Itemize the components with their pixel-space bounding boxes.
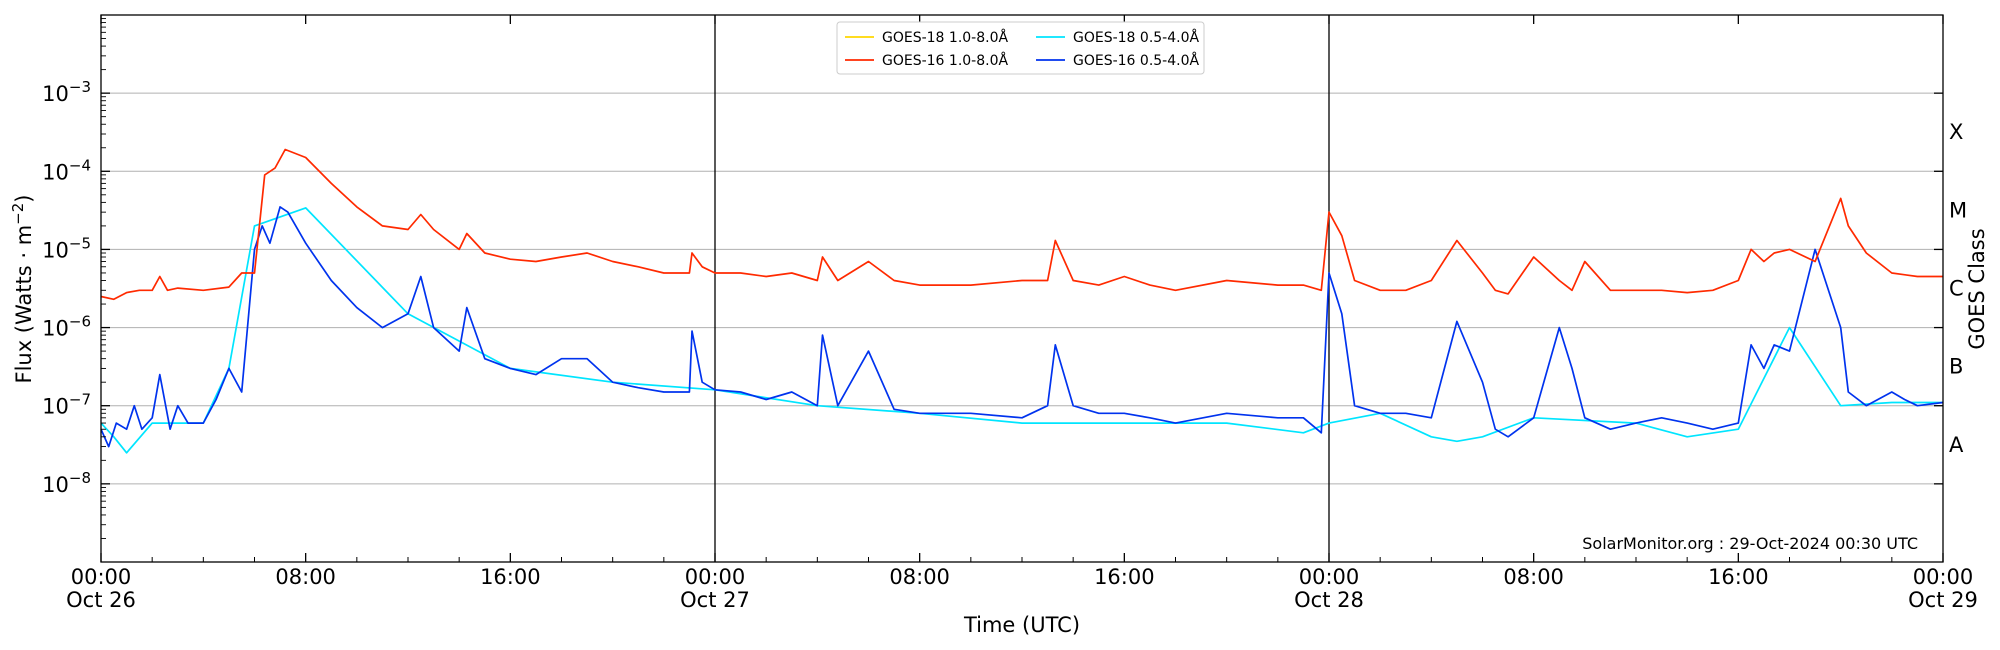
right-axis-title: GOES Class	[1965, 228, 1989, 349]
x-axis-title: Time (UTC)	[963, 613, 1080, 637]
goes-class-label: X	[1949, 120, 1963, 144]
y-tick-label: 10−8	[42, 469, 91, 497]
y-tick-label: 10−6	[42, 313, 91, 341]
legend-label: GOES-16 1.0-8.0Å	[882, 52, 1008, 69]
x-tick-label: 00:00	[71, 565, 132, 589]
plot-frame	[100, 14, 1944, 563]
x-tick-label: 08:00	[1503, 565, 1564, 589]
goes-class-label: M	[1949, 198, 1967, 222]
x-tick-label: 00:00	[685, 565, 746, 589]
credit-text: SolarMonitor.org : 29-Oct-2024 00:30 UTC	[1582, 534, 1918, 553]
goes-class-label: A	[1949, 433, 1964, 457]
y-axis-title-close: )	[12, 194, 36, 202]
goes-class-label: C	[1949, 277, 1964, 301]
legend-box	[836, 21, 1205, 75]
x-tick-label: 08:00	[889, 565, 950, 589]
series-lines	[100, 148, 1944, 454]
y-tick-label: 10−3	[42, 78, 91, 106]
day-boundary-lines	[714, 15, 1330, 562]
y-tick-label: 10−4	[42, 156, 91, 184]
x-tick-date-label: Oct 29	[1908, 588, 1978, 612]
x-tick-label: 16:00	[480, 565, 541, 589]
y-tick-label: 10−5	[42, 234, 91, 262]
legend-label: GOES-16 0.5-4.0Å	[1073, 52, 1199, 69]
y-axis-title-main: Flux (Watts · m	[12, 225, 36, 384]
x-tick-label: 16:00	[1708, 565, 1769, 589]
legend-label: GOES-18 0.5-4.0Å	[1073, 29, 1199, 46]
legend: GOES-18 1.0-8.0Å GOES-18 0.5-4.0Å GOES-16 …	[836, 21, 1205, 75]
y-tick-label: 10−7	[42, 391, 91, 419]
legend-label: GOES-18 1.0-8.0Å	[882, 29, 1008, 46]
x-tick-label: 08:00	[275, 565, 336, 589]
grid-lines	[101, 92, 1943, 485]
series-line	[100, 206, 1944, 448]
x-tick-label: 00:00	[1913, 565, 1974, 589]
goes-class-label: B	[1949, 355, 1963, 379]
y-axis-title-superscript: −2	[9, 203, 27, 225]
goes-class-labels: A B C M X	[1949, 120, 1967, 457]
x-tick-date-label: Oct 26	[66, 588, 136, 612]
x-tick-label: 16:00	[1094, 565, 1155, 589]
x-tick-label: 00:00	[1299, 565, 1360, 589]
series-line	[100, 148, 1943, 301]
x-tick-date-label: Oct 28	[1294, 588, 1364, 612]
y-axis-ticks: 10−8 10−7 10−6 10−5 10−4 10−3	[42, 18, 1943, 539]
series-line	[100, 207, 1943, 454]
x-tick-date-label: Oct 27	[680, 588, 750, 612]
y-axis-title: Flux (Watts · m−2)	[9, 194, 36, 383]
